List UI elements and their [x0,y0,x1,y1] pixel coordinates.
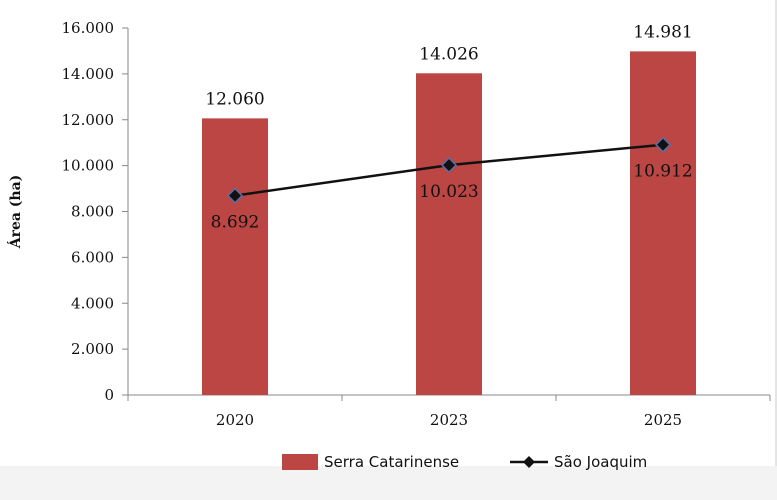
bar-series [202,51,696,395]
line-series [226,136,672,204]
legend-marker-sao-joaquim [523,456,535,468]
bar-data-label: 12.060 [205,89,264,109]
bar [202,118,268,395]
line-point-marker [654,136,672,153]
y-ticks: 0 2.000 4.000 6.000 8.000 10.000 12.000 14.000 1… [62,19,128,404]
x-tick-label: 2020 [216,411,254,429]
legend-swatch-serra-catarinense [282,454,318,470]
x-tick-label: 2023 [430,411,468,429]
y-tick-label: 2.000 [71,340,114,358]
line-point-marker [440,157,458,174]
y-tick-label: 16.000 [62,19,115,37]
line-data-label: 10.023 [419,182,478,202]
bar-data-label: 14.026 [419,44,478,64]
y-tick-label: 10.000 [62,157,115,175]
y-tick-label: 4.000 [71,294,114,312]
y-tick-label: 12.000 [62,111,115,129]
legend-label-sao-joaquim: São Joaquim [554,453,647,471]
legend-label-serra-catarinense: Serra Catarinense [324,453,459,471]
y-tick-label: 0 [104,386,114,404]
y-axis-label: Área (ha) [6,175,24,250]
bar [416,73,482,395]
x-tick-label: 2025 [644,411,682,429]
bar-labels: 12.060 14.026 14.981 [205,22,692,109]
line-data-label: 10.912 [633,162,692,182]
x-ticks: 2020 2023 2025 [127,395,771,429]
y-tick-label: 14.000 [62,65,115,83]
line-labels: 8.692 10.023 10.912 [211,162,693,233]
bar [630,51,696,395]
line-data-label: 8.692 [211,213,260,233]
y-tick-label: 8.000 [71,203,114,221]
legend: Serra Catarinense São Joaquim [282,453,647,471]
y-tick-label: 6.000 [71,248,114,266]
line-point-marker [226,187,244,204]
bar-data-label: 14.981 [633,22,692,42]
